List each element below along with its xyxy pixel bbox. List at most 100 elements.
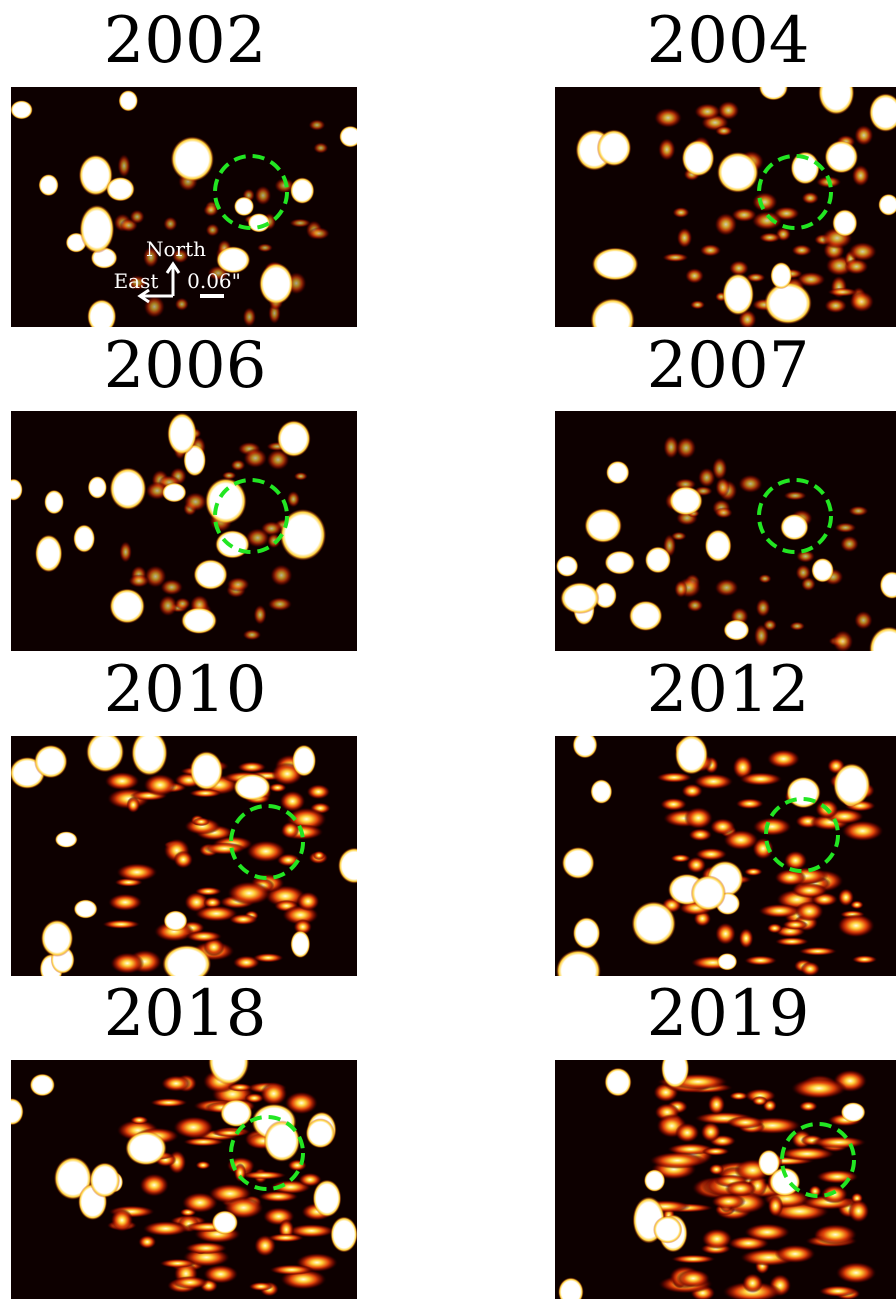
glow-spot — [744, 868, 763, 876]
white-blob — [90, 1162, 121, 1197]
glow-spot — [727, 1116, 764, 1129]
glow-spot — [701, 1122, 721, 1142]
glow-spot — [287, 491, 300, 508]
white-blob — [330, 1217, 357, 1253]
glow-spot — [172, 1276, 208, 1289]
white-blob — [717, 152, 758, 193]
glow-spot — [738, 475, 762, 494]
glow-spot — [313, 142, 328, 153]
glow-spot — [102, 920, 140, 929]
glow-spot — [739, 772, 782, 785]
glow-spot — [715, 126, 733, 136]
glow-spot — [715, 923, 736, 945]
glow-spot — [676, 1269, 710, 1287]
glow-spot — [744, 956, 777, 966]
white-blob — [30, 1074, 55, 1097]
glow-spot — [294, 472, 308, 480]
glow-spot — [752, 211, 783, 230]
panel-image — [555, 411, 896, 672]
white-blob — [717, 953, 737, 970]
glow-spot — [836, 1262, 877, 1283]
glow-spot — [650, 1152, 706, 1169]
white-blob — [556, 555, 578, 577]
white-blob — [292, 745, 316, 777]
glow-spot — [672, 207, 689, 218]
white-blob — [339, 126, 361, 148]
glow-spot — [854, 611, 873, 630]
panel-image — [10, 87, 361, 334]
glow-spot — [789, 622, 805, 631]
white-blob — [780, 514, 808, 541]
white-blob — [691, 875, 726, 911]
glow-spot — [850, 901, 863, 910]
white-blob — [171, 136, 214, 181]
panel-title: 2018 — [104, 977, 267, 1051]
white-blob — [194, 559, 228, 590]
white-blob — [562, 847, 595, 879]
glow-spot — [791, 883, 827, 898]
glow-spot — [854, 125, 873, 146]
glow-spot — [779, 1147, 834, 1161]
glow-spot — [852, 165, 870, 187]
glow-spot — [784, 491, 807, 500]
glow-spot — [799, 1101, 818, 1111]
glow-spot — [783, 920, 809, 930]
glow-spot — [185, 1242, 227, 1254]
white-blob — [162, 483, 186, 503]
panel-title: 2002 — [104, 4, 267, 78]
glow-spot — [675, 1123, 699, 1143]
white-blob — [764, 282, 811, 324]
white-blob — [190, 751, 223, 790]
white-blob — [592, 248, 638, 281]
white-blob — [10, 100, 32, 119]
white-blob — [88, 476, 107, 499]
panel-image — [10, 730, 371, 984]
glow-spot — [752, 192, 778, 212]
glow-spot — [660, 798, 687, 811]
glow-spot — [130, 210, 145, 224]
glow-spot — [118, 154, 131, 178]
glow-spot — [758, 574, 771, 583]
glow-spot — [260, 1082, 287, 1106]
glow-spot — [195, 887, 222, 896]
panel-image — [4, 411, 357, 651]
glow-spot — [708, 1094, 725, 1114]
glow-spot — [848, 1200, 869, 1223]
panel-image — [555, 71, 896, 342]
glow-spot — [193, 817, 210, 826]
glow-spot — [144, 774, 177, 796]
glow-spot — [702, 1147, 730, 1156]
glow-spot — [671, 1255, 715, 1264]
white-blob — [39, 174, 59, 196]
glow-spot — [658, 138, 675, 161]
glow-spot — [258, 1191, 298, 1202]
glow-spot — [150, 1098, 187, 1107]
glow-spot — [813, 1224, 857, 1245]
white-blob — [167, 413, 196, 455]
glow-spot — [656, 772, 692, 782]
glow-spot — [249, 1282, 273, 1291]
white-blob — [234, 774, 271, 801]
glow-spot — [775, 869, 807, 886]
white-blob — [605, 551, 635, 575]
white-blob — [770, 262, 792, 289]
glow-spot — [654, 108, 682, 128]
white-blob — [556, 950, 601, 992]
glow-spot — [799, 947, 837, 956]
white-blob — [759, 74, 788, 100]
white-blob — [705, 529, 732, 561]
glow-spot — [791, 1078, 847, 1099]
white-blob — [215, 530, 249, 558]
glow-spot — [175, 298, 189, 311]
glow-spot — [175, 598, 191, 610]
glow-spot — [848, 506, 868, 516]
glow-spot — [802, 192, 819, 204]
glow-spot — [237, 762, 266, 773]
glow-spot — [767, 923, 783, 933]
white-blob — [55, 831, 78, 847]
glow-spot — [289, 219, 311, 228]
white-blob — [811, 558, 834, 583]
glow-spot — [158, 595, 177, 616]
white-blob — [661, 1049, 689, 1089]
white-blob — [73, 524, 95, 552]
